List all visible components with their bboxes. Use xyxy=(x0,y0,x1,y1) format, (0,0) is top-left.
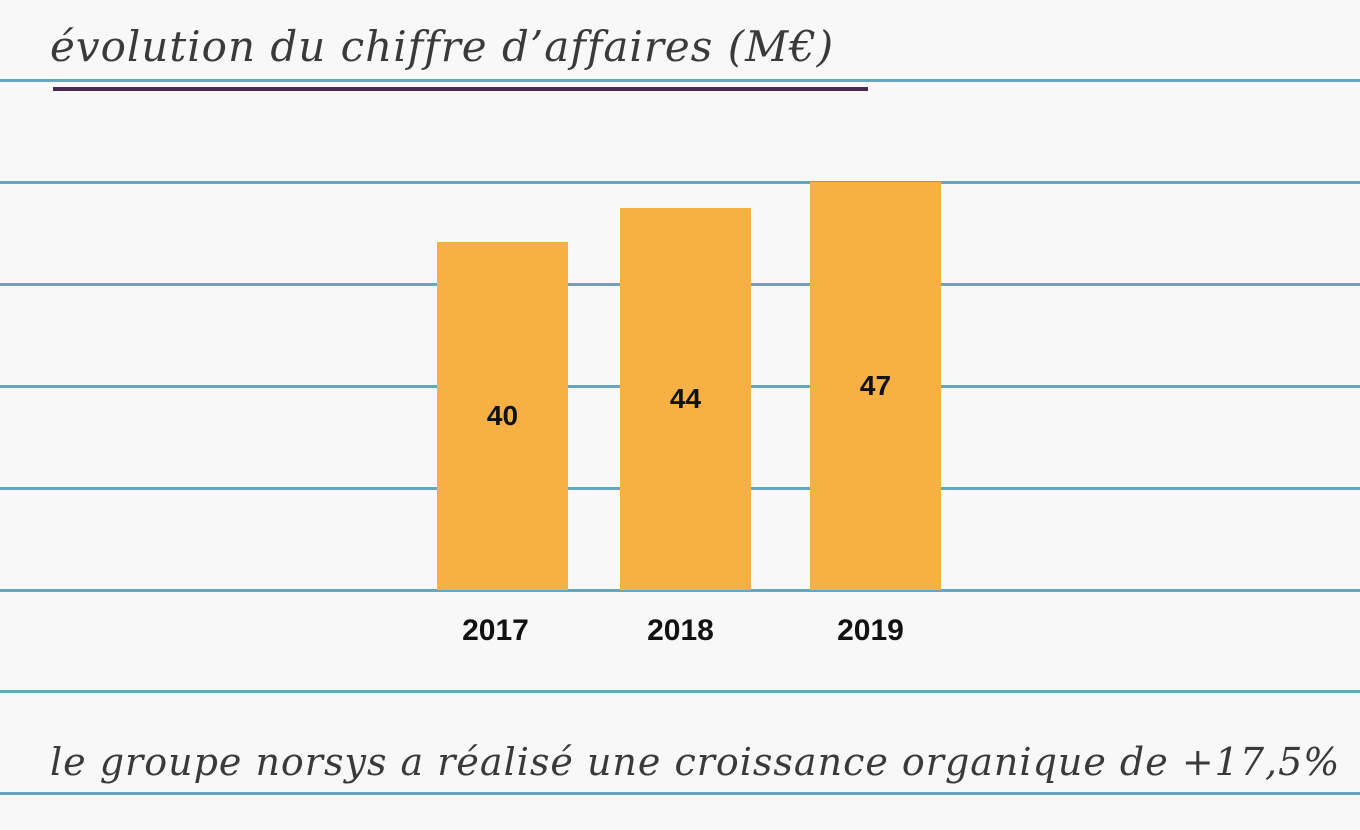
bar-value: 44 xyxy=(669,383,702,414)
title-underline xyxy=(53,87,868,91)
growth-note: le groupe norsys a réalisé une croissanc… xyxy=(50,740,1341,784)
bar-value: 40 xyxy=(486,400,519,431)
rule-line xyxy=(0,589,1360,592)
rule-line xyxy=(0,79,1360,82)
x-label-2019: 2019 xyxy=(837,614,904,647)
chart-title: évolution du chiffre d’affaires (M€) xyxy=(50,22,835,71)
rule-line xyxy=(0,181,1360,184)
rule-line xyxy=(0,690,1360,693)
bar-2017: 40 xyxy=(437,242,568,590)
x-label-2017: 2017 xyxy=(462,614,529,647)
x-label-2018: 2018 xyxy=(647,614,714,647)
bar-2018: 44 xyxy=(620,208,751,590)
bar-2019: 47 xyxy=(810,182,941,590)
bar-value: 47 xyxy=(859,370,892,401)
rule-line xyxy=(0,792,1360,795)
